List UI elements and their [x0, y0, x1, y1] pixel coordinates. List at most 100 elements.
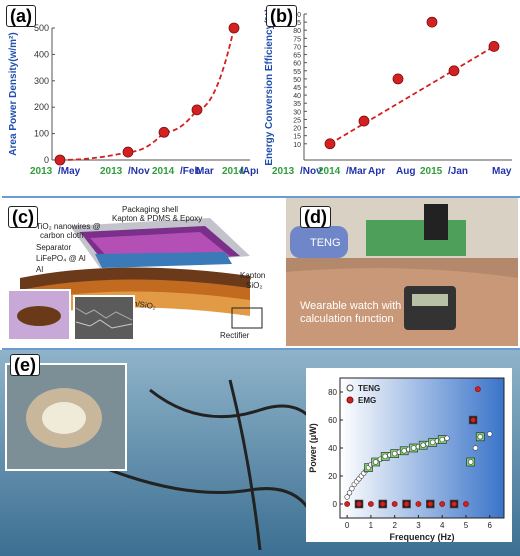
x-tick-label: 6 [488, 521, 493, 530]
emg-point [474, 386, 481, 393]
x-tick-label: 2015 [420, 166, 443, 177]
teng-point [439, 436, 445, 443]
trend-line [59, 27, 235, 161]
panel-b-label: (b) [266, 5, 297, 27]
y-tick-label: 85 [293, 20, 301, 27]
y-tick-label: 65 [293, 53, 301, 60]
y-tick-label: 75 [293, 36, 301, 43]
y-tick-label: 20 [293, 126, 301, 133]
teng-point [477, 434, 483, 440]
x-tick-label: May [492, 166, 512, 177]
y-tick-label: 0 [333, 500, 338, 509]
panel-a-label: (a) [6, 5, 36, 27]
d-teng-label: TENG [310, 237, 341, 249]
x-tick-label: Apr [368, 166, 385, 177]
x-tick-label: 3 [416, 521, 421, 530]
teng-point [344, 494, 350, 500]
d-watch-label-1: Wearable watch with [300, 300, 402, 312]
chart-e-box: 0 1 2 3 4 5 6 0 20 40 60 80 Frequency (Hz) Power (μW)… [306, 368, 512, 542]
c-packaging-text: Packaging shell [122, 205, 178, 214]
teng-point [346, 490, 353, 496]
battery-diagram: Packaging shell Kapton & PDMS & Epoxy Ti… [7, 205, 265, 341]
y-tick-label: 20 [328, 472, 337, 481]
y-tick-label: 30 [293, 109, 301, 116]
x-tick-label: 1 [369, 521, 374, 530]
data-point [324, 138, 336, 150]
data-point [191, 104, 203, 116]
emg-point [356, 501, 362, 507]
y-tick-label: 35 [293, 101, 301, 108]
c-kapton-text: Kapton & PDMS & Epoxy [112, 214, 202, 223]
y-tick-label: 10 [293, 142, 301, 149]
panel-d-label: (d) [300, 206, 331, 228]
teng-point [472, 445, 479, 451]
c-lifepo4-text: LiFePO₄ @ Al [36, 254, 86, 263]
watch-photo [286, 198, 518, 346]
teng-point [410, 445, 417, 451]
teng-point [382, 453, 388, 460]
c-sio2-a: SiO₂ [246, 281, 262, 290]
emg-point [344, 501, 351, 507]
data-point [158, 126, 170, 138]
teng-point [372, 459, 379, 465]
x-tick-label: Aug [396, 166, 415, 177]
legend-teng-marker [346, 384, 354, 392]
x-tick-label: /May [58, 166, 81, 177]
x-tick-label: Mar [196, 166, 214, 177]
x-axis-label: Frequency (Hz) [389, 532, 454, 542]
y-tick-label: 90 [293, 12, 301, 19]
teng-point [487, 431, 493, 437]
c-tio2-text-1: TiO₂ nanowires @ [36, 222, 101, 231]
emg-point [427, 501, 434, 507]
x-tick-label: /Nov [300, 166, 322, 177]
x-tick-label: /Mar [346, 166, 367, 177]
data-point [392, 73, 404, 85]
emg-point [451, 501, 457, 507]
y-tick-label: 0 [44, 155, 49, 165]
x-tick-label: 2014 [152, 166, 175, 177]
panel-d: (d) TENG Wearable watch with calculation… [286, 198, 518, 346]
emg-point [470, 417, 477, 423]
emg-point [391, 501, 398, 507]
y-tick-label: 45 [293, 85, 301, 92]
c-rectifier-text: Rectifier [220, 331, 250, 340]
c-tio2-text-2: carbon cloth [40, 231, 84, 240]
x-tick-label: /Apr [240, 166, 258, 177]
data-point [358, 115, 370, 127]
panel-c-label: (c) [8, 206, 38, 228]
y-tick-label: 400 [34, 49, 49, 59]
emg-point [463, 501, 469, 507]
emg-point [439, 501, 446, 507]
teng-point [444, 435, 450, 441]
x-tick-label: 2013 [100, 166, 123, 177]
emg-point [379, 501, 386, 507]
data-point [488, 41, 500, 52]
y-tick-label: 25 [293, 117, 301, 124]
trend-line [329, 45, 495, 145]
emg-point [367, 501, 374, 507]
x-tick-label: 2014 [318, 166, 341, 177]
data-point [228, 22, 240, 34]
x-tick-label: 0 [345, 521, 350, 530]
y-tick-label: 70 [293, 44, 301, 51]
teng-point [468, 459, 474, 465]
panel-e-label: (e) [10, 354, 40, 376]
y-tick-label: 50 [293, 77, 301, 84]
y-tick-label: 55 [293, 69, 301, 76]
legend-teng-label: TENG [358, 384, 380, 393]
data-point [448, 65, 460, 77]
y-axis-label: Energy Conversion Efficiency(%) [264, 8, 275, 165]
y-tick-label: 60 [293, 61, 301, 68]
y-tick-label: 200 [34, 102, 49, 112]
panel-a: 0 100 200 300 400 500 Area Power Density(w/m²)… [0, 0, 258, 192]
panel-e: (e) 0 1 2 3 4 5 6 0 20 40 60 80 Frequency (Hz) Power … [0, 350, 520, 556]
teng-point [401, 448, 407, 454]
x-tick-label: 2014 [222, 166, 245, 177]
y-tick-label: 80 [328, 388, 337, 397]
y-tick-label: 40 [293, 93, 301, 100]
x-tick-label: /Feb [180, 166, 201, 177]
data-point [426, 16, 438, 28]
y-tick-label: 15 [293, 134, 301, 141]
